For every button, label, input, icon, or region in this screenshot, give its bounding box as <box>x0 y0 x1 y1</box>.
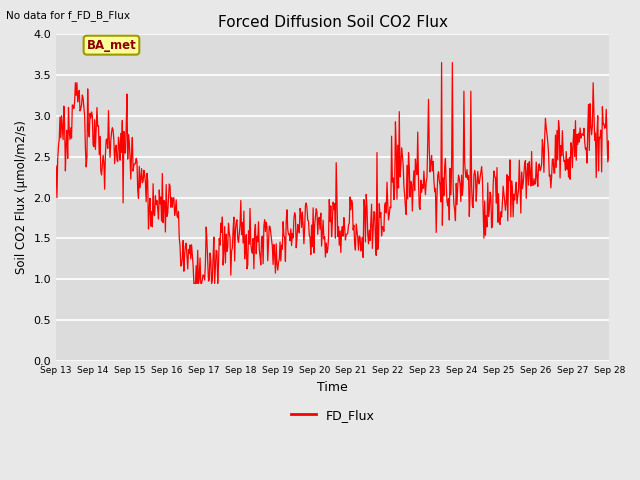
Y-axis label: Soil CO2 Flux (μmol/m2/s): Soil CO2 Flux (μmol/m2/s) <box>15 120 28 275</box>
Legend: FD_Flux: FD_Flux <box>286 404 380 427</box>
X-axis label: Time: Time <box>317 381 348 394</box>
Text: No data for f_FD_B_Flux: No data for f_FD_B_Flux <box>6 10 131 21</box>
Text: BA_met: BA_met <box>86 39 136 52</box>
Title: Forced Diffusion Soil CO2 Flux: Forced Diffusion Soil CO2 Flux <box>218 15 448 30</box>
